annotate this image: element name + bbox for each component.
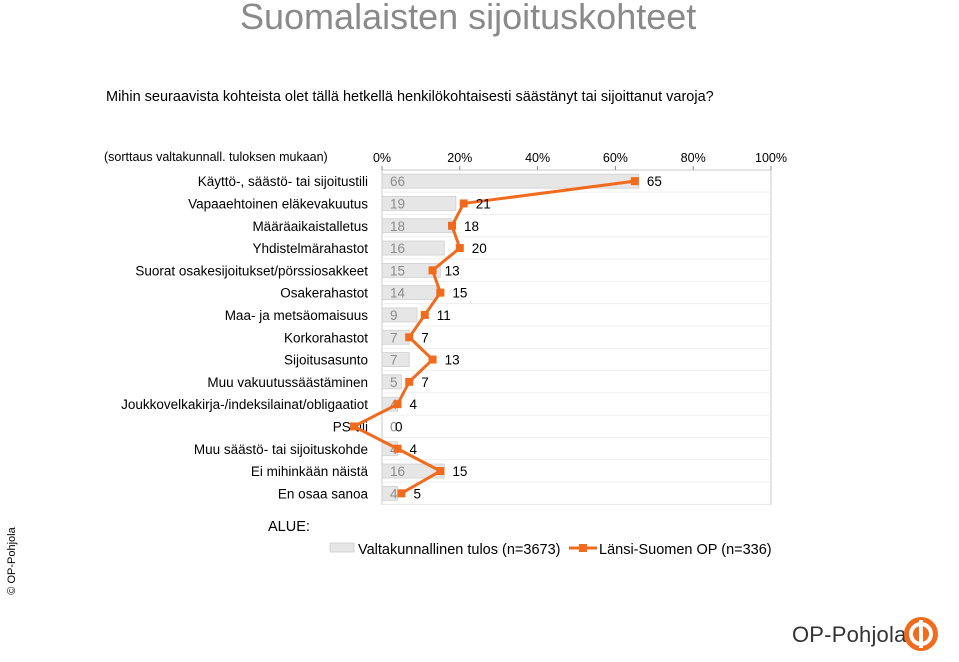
regional-marker [436, 467, 445, 476]
category-label: Ei mihinkään näistä [251, 464, 369, 479]
category-label: Muu vakuutussäästäminen [207, 375, 368, 390]
regional-marker [420, 310, 429, 319]
regional-marker [448, 221, 457, 230]
legend-label-regional: Länsi-Suomen OP (n=336) [599, 542, 772, 558]
category-label: Käyttö-, säästö- tai sijoitustili [198, 174, 368, 189]
regional-value-label: 4 [410, 397, 418, 412]
bar [381, 262, 441, 278]
regional-marker [428, 355, 437, 364]
regional-value-label: 20 [472, 241, 487, 256]
regional-marker [428, 266, 437, 275]
national-value-label: 15 [390, 263, 405, 278]
regional-marker [459, 199, 468, 208]
survey-question: Mihin seuraavista kohteista olet tällä h… [106, 89, 714, 105]
national-value-label: 5 [390, 375, 398, 390]
x-tick-label: 80% [681, 151, 706, 165]
op-logo-icon [904, 617, 938, 651]
regional-marker [436, 288, 445, 297]
x-tick-label: 40% [525, 151, 550, 165]
category-label: Osakerahastot [280, 286, 368, 301]
legend-marker-regional [579, 544, 587, 552]
category-label: Sijoitusasunto [284, 353, 368, 368]
category-label: Korkorahastot [284, 330, 368, 345]
bar [381, 307, 418, 323]
regional-value-label: 0 [395, 419, 403, 434]
regional-marker [455, 244, 464, 253]
regional-marker [405, 333, 414, 342]
national-value-label: 66 [390, 174, 405, 189]
national-value-label: 16 [390, 464, 405, 479]
x-tick-label: 100% [755, 151, 787, 165]
regional-marker [393, 400, 402, 409]
legend-label-national: Valtakunnallinen tulos (n=3673) [358, 542, 560, 558]
regional-value-label: 15 [452, 286, 467, 301]
national-value-label: 14 [390, 286, 406, 301]
category-label: Määräaikaistalletus [252, 219, 368, 234]
bar [381, 240, 445, 256]
national-value-label: 9 [390, 308, 398, 323]
national-value-label: 7 [390, 330, 398, 345]
bar [381, 196, 457, 211]
regional-value-label: 13 [445, 353, 460, 368]
regional-value-label: 15 [452, 464, 467, 479]
regional-value-label: 21 [476, 196, 491, 211]
national-value-label: 19 [390, 196, 405, 211]
category-label: Joukkovelkakirja-/indeksilainat/obligaat… [121, 397, 368, 412]
regional-marker [405, 377, 414, 386]
x-tick-label: 60% [603, 151, 628, 165]
sort-note: (sorttaus valtakunnall. tuloksen mukaan) [104, 150, 328, 164]
national-value-label: 7 [390, 353, 398, 368]
regional-marker [630, 177, 639, 186]
alue-label: ALUE: [268, 519, 310, 535]
regional-value-label: 13 [445, 263, 460, 278]
bar [381, 374, 402, 390]
regional-value-label: 11 [437, 308, 451, 323]
regional-value-label: 5 [413, 486, 421, 501]
category-label: En osaa sanoa [278, 486, 369, 501]
category-label: Vapaaehtoinen eläkevakuutus [188, 196, 368, 211]
legend-swatch-national [329, 542, 355, 553]
national-value-label: 0 [390, 419, 398, 434]
regional-value-label: 4 [410, 442, 418, 457]
bar [381, 352, 410, 367]
regional-value-label: 18 [464, 219, 479, 234]
category-label: Suorat osakesijoitukset/pörssiosakkeet [135, 263, 368, 278]
category-label: Maa- ja metsäomaisuus [225, 308, 369, 323]
regional-value-label: 7 [421, 330, 429, 345]
brand-name: OP-Pohjola [792, 622, 907, 647]
x-tick-label: 0% [373, 151, 391, 165]
legend: Valtakunnallinen tulos (n=3673) Länsi-Suo… [329, 542, 772, 558]
national-value-label: 4 [390, 486, 398, 501]
regional-value-label: 7 [421, 375, 429, 390]
category-labels-group: Käyttö-, säästö- tai sijoitustili Vapaaeh… [121, 174, 368, 501]
category-label: Muu säästö- tai sijoituskohde [194, 442, 368, 457]
copyright-notice: © OP-Pohjola [6, 527, 18, 595]
regional-value-label: 65 [647, 174, 662, 189]
regional-marker [393, 444, 402, 453]
page-title: Suomalaisten sijoituskohteet [240, 0, 697, 37]
national-value-label: 18 [390, 219, 405, 234]
bars-group: 6619181615149775404164 [381, 173, 771, 505]
regional-marker [397, 489, 406, 498]
category-label: Yhdistelmärahastot [252, 241, 368, 256]
national-value-label: 16 [390, 241, 405, 256]
regional-marker [350, 422, 358, 431]
x-tick-label: 20% [447, 151, 472, 165]
